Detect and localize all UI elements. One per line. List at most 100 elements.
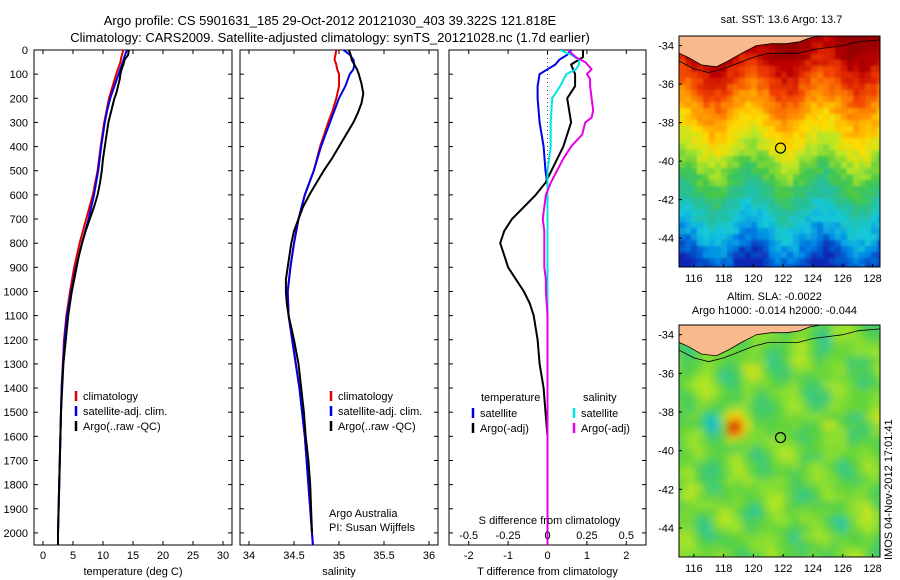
land-mass [679,36,821,68]
map-frame [678,35,881,268]
y-tick-label: 1600 [4,431,28,443]
lat-tick-label: -42 [658,484,674,496]
lat-tick-label: -36 [658,368,674,380]
shelf-contour [679,39,880,74]
x-tick-label: 10 [97,550,109,562]
series-line-satellite-adj-clim [286,50,356,545]
x-tick-label: 35 [333,550,345,562]
top-tick-label: -0.25 [496,530,521,542]
x-tick-label: 5 [70,550,76,562]
y-tick-label: 200 [10,93,28,105]
legend-label: satellite-adj. clim. [83,406,167,418]
lon-tick-label: 122 [774,273,792,285]
series-line-argo-raw-qc [57,50,130,545]
x-tick-label: 2 [623,550,629,562]
y-tick-label: 900 [10,262,28,274]
profile-panel-3: -2 -1 0 1 2 T difference from climatology temp… [448,49,647,578]
land-mass [679,325,821,357]
header-line-1: Argo profile: CS 5901631_185 29-Oct-2012… [103,13,557,28]
series-line-salinity-argo-adj [541,50,595,545]
lon-tick-label: 122 [774,563,792,575]
map-title: Altim. SLA: -0.0022 [727,291,822,303]
side-caption: IMOS 04-Nov-2012 17:01:41 [883,419,895,560]
lon-tick-label: 118 [715,273,733,285]
lat-tick-label: -38 [658,407,674,419]
y-tick-label: 300 [10,117,28,129]
sst-map-panel: 116 118 120 122 124 126 128 -34 -36 -38 -40 -42 -44 s… [658,14,882,285]
x-tick-label: 20 [157,550,169,562]
y-tick-label: 500 [10,166,28,178]
series-line-argo-raw-qc [284,50,365,533]
y-tick-label: 1200 [4,335,28,347]
x-tick-label: 25 [187,550,199,562]
shelf-contour [679,328,880,363]
lat-tick-label: -34 [658,41,674,53]
lat-tick-label: -40 [658,156,674,168]
legend-label: satellite [480,408,517,420]
legend-title-temperature: temperature [481,392,540,404]
x-tick-label: 0 [544,550,550,562]
y-tick-label: 700 [10,214,28,226]
legend-label: climatology [338,391,394,403]
profile-panel-1: 0100200300400500600700800900100011001200… [4,45,233,578]
top-axis-label: S difference from climatology [479,515,621,527]
x-tick-label: 34 [243,550,255,562]
argo-location-marker [774,431,787,444]
x-tick-label: -2 [464,550,474,562]
sla-map-panel: 116 118 120 122 124 126 128 -34 -36 -38 -40 -42 -44 A… [658,291,882,575]
y-tick-label: 1700 [4,455,28,467]
map-field [679,325,880,557]
map-frame [678,324,881,558]
lon-tick-label: 128 [863,563,881,575]
x-tick-label: 34.5 [283,550,304,562]
y-tick-label: 600 [10,190,28,202]
y-tick-label: 800 [10,238,28,250]
lat-tick-label: -34 [658,330,674,342]
x-tick-label: 36 [423,550,435,562]
y-tick-label: 1800 [4,480,28,492]
x-tick-label: 0 [40,550,46,562]
y-tick-label: 2000 [4,528,28,540]
legend-label: climatology [83,391,139,403]
argo-location-marker [774,142,787,154]
y-tick-label: 1100 [4,311,28,323]
y-tick-label: 1500 [4,407,28,419]
legend-label: Argo(-adj) [480,423,529,435]
lat-tick-label: -44 [658,233,674,245]
lat-tick-label: -42 [658,195,674,207]
lon-tick-label: 124 [804,563,822,575]
x-tick-label: 15 [127,550,139,562]
lon-tick-label: 124 [804,273,822,285]
series-line-salinity-satellite [546,50,580,545]
series-line-temperature-argo-adj [499,50,584,545]
profile-panel-2: 34 34.5 35 35.5 36 salinity climatology satelli… [239,49,439,578]
lon-tick-label: 116 [685,563,703,575]
x-axis-label: T difference from climatology [477,566,618,578]
legend-label: Argo(..raw -QC) [338,421,416,433]
header-line-2: Climatology: CARS2009. Satellite-adjuste… [70,30,590,45]
top-tick-label: -0.5 [459,530,478,542]
lat-tick-label: -38 [658,118,674,130]
y-tick-label: 1900 [4,504,28,516]
top-tick-label: 0.5 [619,530,634,542]
legend-label: Argo(-adj) [581,423,630,435]
lon-tick-label: 118 [715,563,733,575]
figure-header: Argo profile: CS 5901631_185 29-Oct-2012… [0,12,660,46]
plot-frame [239,49,439,546]
legend-label: Argo(..raw -QC) [83,421,161,433]
lon-tick-label: 126 [834,273,852,285]
map-field [679,36,880,267]
y-tick-label: 1400 [4,383,28,395]
annotation-text: PI: Susan Wijffels [329,522,415,534]
top-tick-label: 0 [544,530,550,542]
lat-tick-label: -36 [658,79,674,91]
x-axis-label: temperature (deg C) [83,566,182,578]
annotation-text: Argo Australia [329,508,398,520]
lon-tick-label: 120 [744,273,762,285]
map-subtitle: Argo h1000: -0.014 h2000: -0.044 [692,305,857,317]
plot-frame [33,49,233,546]
x-tick-label: 1 [584,550,590,562]
map-title: sat. SST: 13.6 Argo: 13.7 [721,14,843,26]
x-tick-label: 30 [217,550,229,562]
